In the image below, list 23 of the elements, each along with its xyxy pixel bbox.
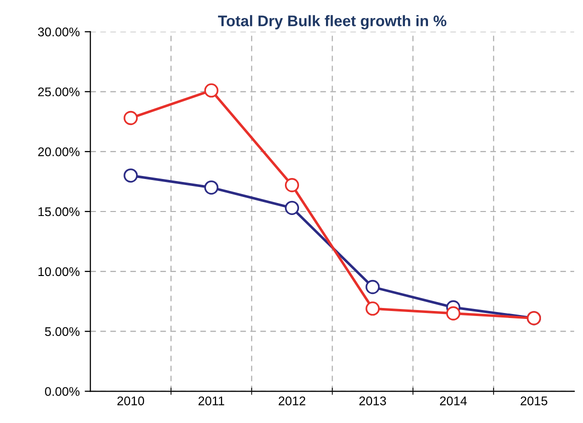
- point: [204, 83, 218, 98]
- x-tick-label: 2012: [278, 396, 306, 406]
- point: [284, 200, 300, 215]
- point: [366, 280, 380, 294]
- y-tick-label: 25.00%: [38, 87, 80, 96]
- x-tick-label: 2013: [359, 396, 386, 406]
- point: [366, 301, 380, 316]
- point: [204, 180, 218, 195]
- y-tick-label: 10.00%: [38, 267, 80, 276]
- point: [124, 110, 138, 126]
- x-tick-label: 2015: [520, 396, 548, 406]
- y-tick-label: 0.00%: [44, 387, 80, 396]
- x-tick-label: 2011: [198, 396, 224, 406]
- point: [446, 306, 460, 320]
- x-tick-label: 2014: [440, 396, 467, 406]
- y-tick-label: 5.00%: [45, 327, 80, 336]
- chart-title: Total Dry Bulk fleet growth in %: [218, 15, 446, 30]
- y-tick-label: 15.00%: [38, 207, 80, 216]
- point: [284, 178, 300, 192]
- y-tick-label: 20.00%: [38, 147, 80, 156]
- point: [124, 168, 138, 183]
- y-tick-label: 30.00%: [38, 28, 80, 36]
- x-tick-label: 2010: [117, 396, 144, 406]
